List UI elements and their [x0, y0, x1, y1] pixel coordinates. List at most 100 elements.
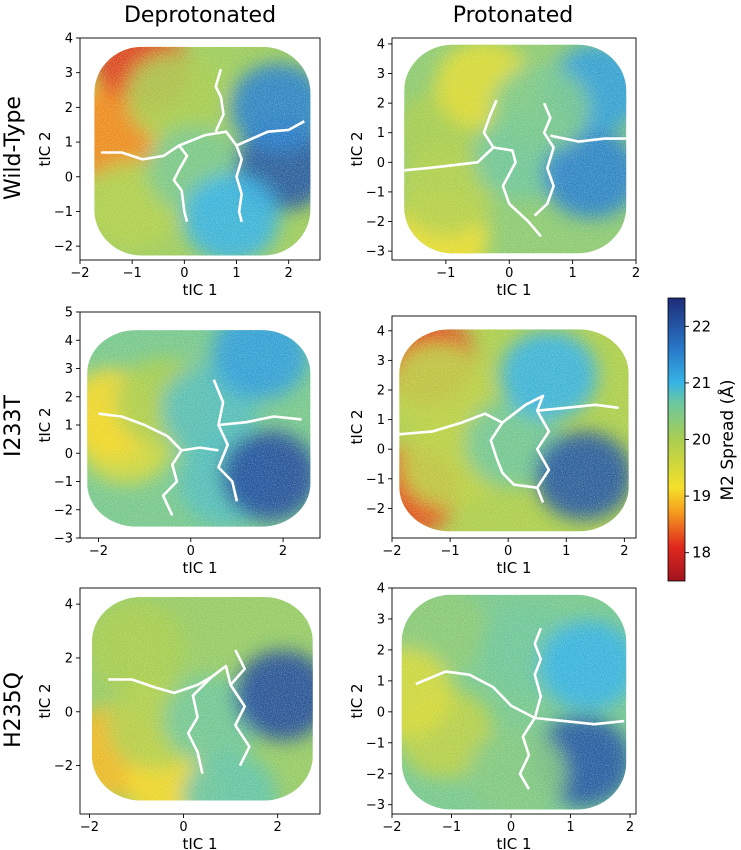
state-boundary	[533, 102, 555, 217]
state-boundary	[212, 379, 239, 502]
y-tick-label: 0	[377, 705, 385, 720]
y-tick-label: −1	[54, 205, 73, 220]
panel-1: −2 −1 0 1 2 −2 −1 0 1 2 3 4 tIC 1 tIC 2	[36, 32, 321, 299]
y-axis-label: tIC 2	[348, 409, 366, 444]
colorbar: 18 19 20 21 22 M2 Spread (Å)	[667, 297, 738, 582]
y-tick-label: −2	[366, 502, 385, 517]
x-tick-label: 2	[279, 544, 287, 559]
y-tick-label: −3	[366, 245, 385, 260]
state-boundary	[399, 412, 503, 436]
y-tick-label: 3	[377, 612, 385, 627]
y-tick-label: 3	[377, 354, 385, 369]
panels: −2 −1 0 1 2 −2 −1 0 1 2 3 4 tIC 1 tIC 2 −1 0 1 2 −3 −2 −1 0 1 2…	[36, 32, 640, 850]
y-tick-label: 4	[377, 582, 385, 597]
y-tick-label: 0	[377, 156, 385, 171]
y-tick-label: 2	[65, 390, 73, 405]
y-tick-label: 1	[377, 413, 385, 428]
x-tick-label: −1	[436, 266, 455, 281]
state-boundary	[218, 415, 302, 427]
y-tick-label: −1	[366, 185, 385, 200]
state-boundary	[98, 412, 219, 452]
x-axis-label: tIC 1	[182, 559, 217, 577]
colorbar-tick-label: 18	[692, 544, 711, 562]
y-tick-label: −1	[366, 472, 385, 487]
y-tick-label: 3	[377, 67, 385, 82]
y-tick-label: 5	[65, 306, 73, 321]
y-tick-label: 2	[377, 384, 385, 399]
y-tick-label: 4	[65, 334, 73, 349]
column-title-deprotonated: Deprotonated	[124, 3, 276, 28]
state-boundary	[108, 675, 213, 695]
y-tick-label: −2	[54, 759, 73, 774]
y-axis-label: tIC 2	[348, 683, 366, 718]
x-tick-label: −2	[89, 544, 108, 559]
y-tick-label: 3	[65, 362, 73, 377]
y-tick-label: 2	[65, 101, 73, 116]
x-tick-label: 1	[568, 266, 576, 281]
y-tick-label: −1	[366, 736, 385, 751]
state-boundary	[489, 421, 538, 489]
panel-6: −2 −1 0 1 2 −3 −2 −1 0 1 2 3 4 tIC 1 tIC 2	[348, 582, 637, 850]
x-tick-label: −1	[441, 544, 460, 559]
state-boundary	[493, 146, 542, 238]
y-tick-label: 1	[65, 419, 73, 434]
y-tick-label: −2	[366, 215, 385, 230]
y-tick-label: 0	[65, 170, 73, 185]
colorbar-tick-label: 19	[692, 487, 711, 505]
panel-4: −2 −1 0 1 2 −2 −1 0 1 2 3 4 tIC 1 tIC 2	[348, 315, 637, 577]
x-tick-label: −2	[382, 544, 401, 559]
state-boundary	[533, 627, 543, 719]
x-tick-label: 2	[632, 266, 640, 281]
state-boundary	[161, 449, 183, 516]
axes-frame	[391, 315, 637, 539]
y-tick-label: 1	[377, 126, 385, 141]
x-axis-label: tIC 1	[496, 559, 531, 577]
y-tick-label: −2	[54, 503, 73, 518]
x-tick-label: 0	[504, 544, 512, 559]
row-title-h235q: H235Q	[1, 672, 26, 748]
x-tick-label: −1	[442, 820, 461, 835]
column-title-protonated: Protonated	[453, 3, 574, 28]
state-boundary	[404, 99, 498, 173]
colorbar-tick-label: 21	[692, 374, 711, 392]
x-tick-label: 1	[232, 266, 240, 281]
x-tick-label: 1	[566, 820, 574, 835]
state-boundary	[178, 130, 243, 223]
colorbar-label: M2 Spread (Å)	[716, 379, 738, 500]
colorbar-tick-label: 22	[692, 317, 711, 335]
x-tick-label: 0	[179, 820, 187, 835]
state-boundary	[229, 649, 246, 686]
axes-frame	[79, 587, 321, 815]
colorbar-tick-label: 20	[692, 431, 711, 449]
y-tick-label: −2	[54, 240, 73, 255]
y-tick-label: 4	[65, 598, 73, 613]
y-tick-label: 2	[377, 97, 385, 112]
panel-5: −2 0 2 −2 0 2 4 tIC 1 tIC 2	[36, 587, 321, 850]
state-boundary	[186, 675, 213, 774]
y-tick-label: 0	[65, 705, 73, 720]
x-axis-label: tIC 1	[182, 835, 217, 850]
x-axis-label: tIC 1	[182, 281, 217, 299]
state-boundary	[534, 716, 625, 726]
axes-frame	[79, 37, 321, 261]
y-tick-label: 3	[65, 66, 73, 81]
state-boundary	[518, 717, 536, 790]
x-axis-label: tIC 1	[496, 835, 531, 850]
y-tick-label: 4	[377, 37, 385, 52]
x-tick-label: −1	[123, 266, 142, 281]
heatmap-field	[401, 594, 627, 810]
heatmap-field	[92, 597, 313, 801]
state-boundary	[100, 144, 189, 223]
y-tick-label: 0	[377, 443, 385, 458]
panel-2: −1 0 1 2 −3 −2 −1 0 1 2 3 4 tIC 1 tIC 2	[348, 37, 640, 299]
heatmap-field	[87, 330, 311, 527]
y-tick-label: 4	[65, 32, 73, 47]
x-tick-label: −2	[70, 266, 89, 281]
y-axis-label: tIC 2	[36, 131, 54, 166]
x-tick-label: −2	[382, 820, 401, 835]
x-tick-label: 0	[180, 266, 188, 281]
y-tick-label: −3	[366, 798, 385, 813]
state-boundary	[537, 403, 619, 412]
state-boundary	[550, 134, 627, 143]
